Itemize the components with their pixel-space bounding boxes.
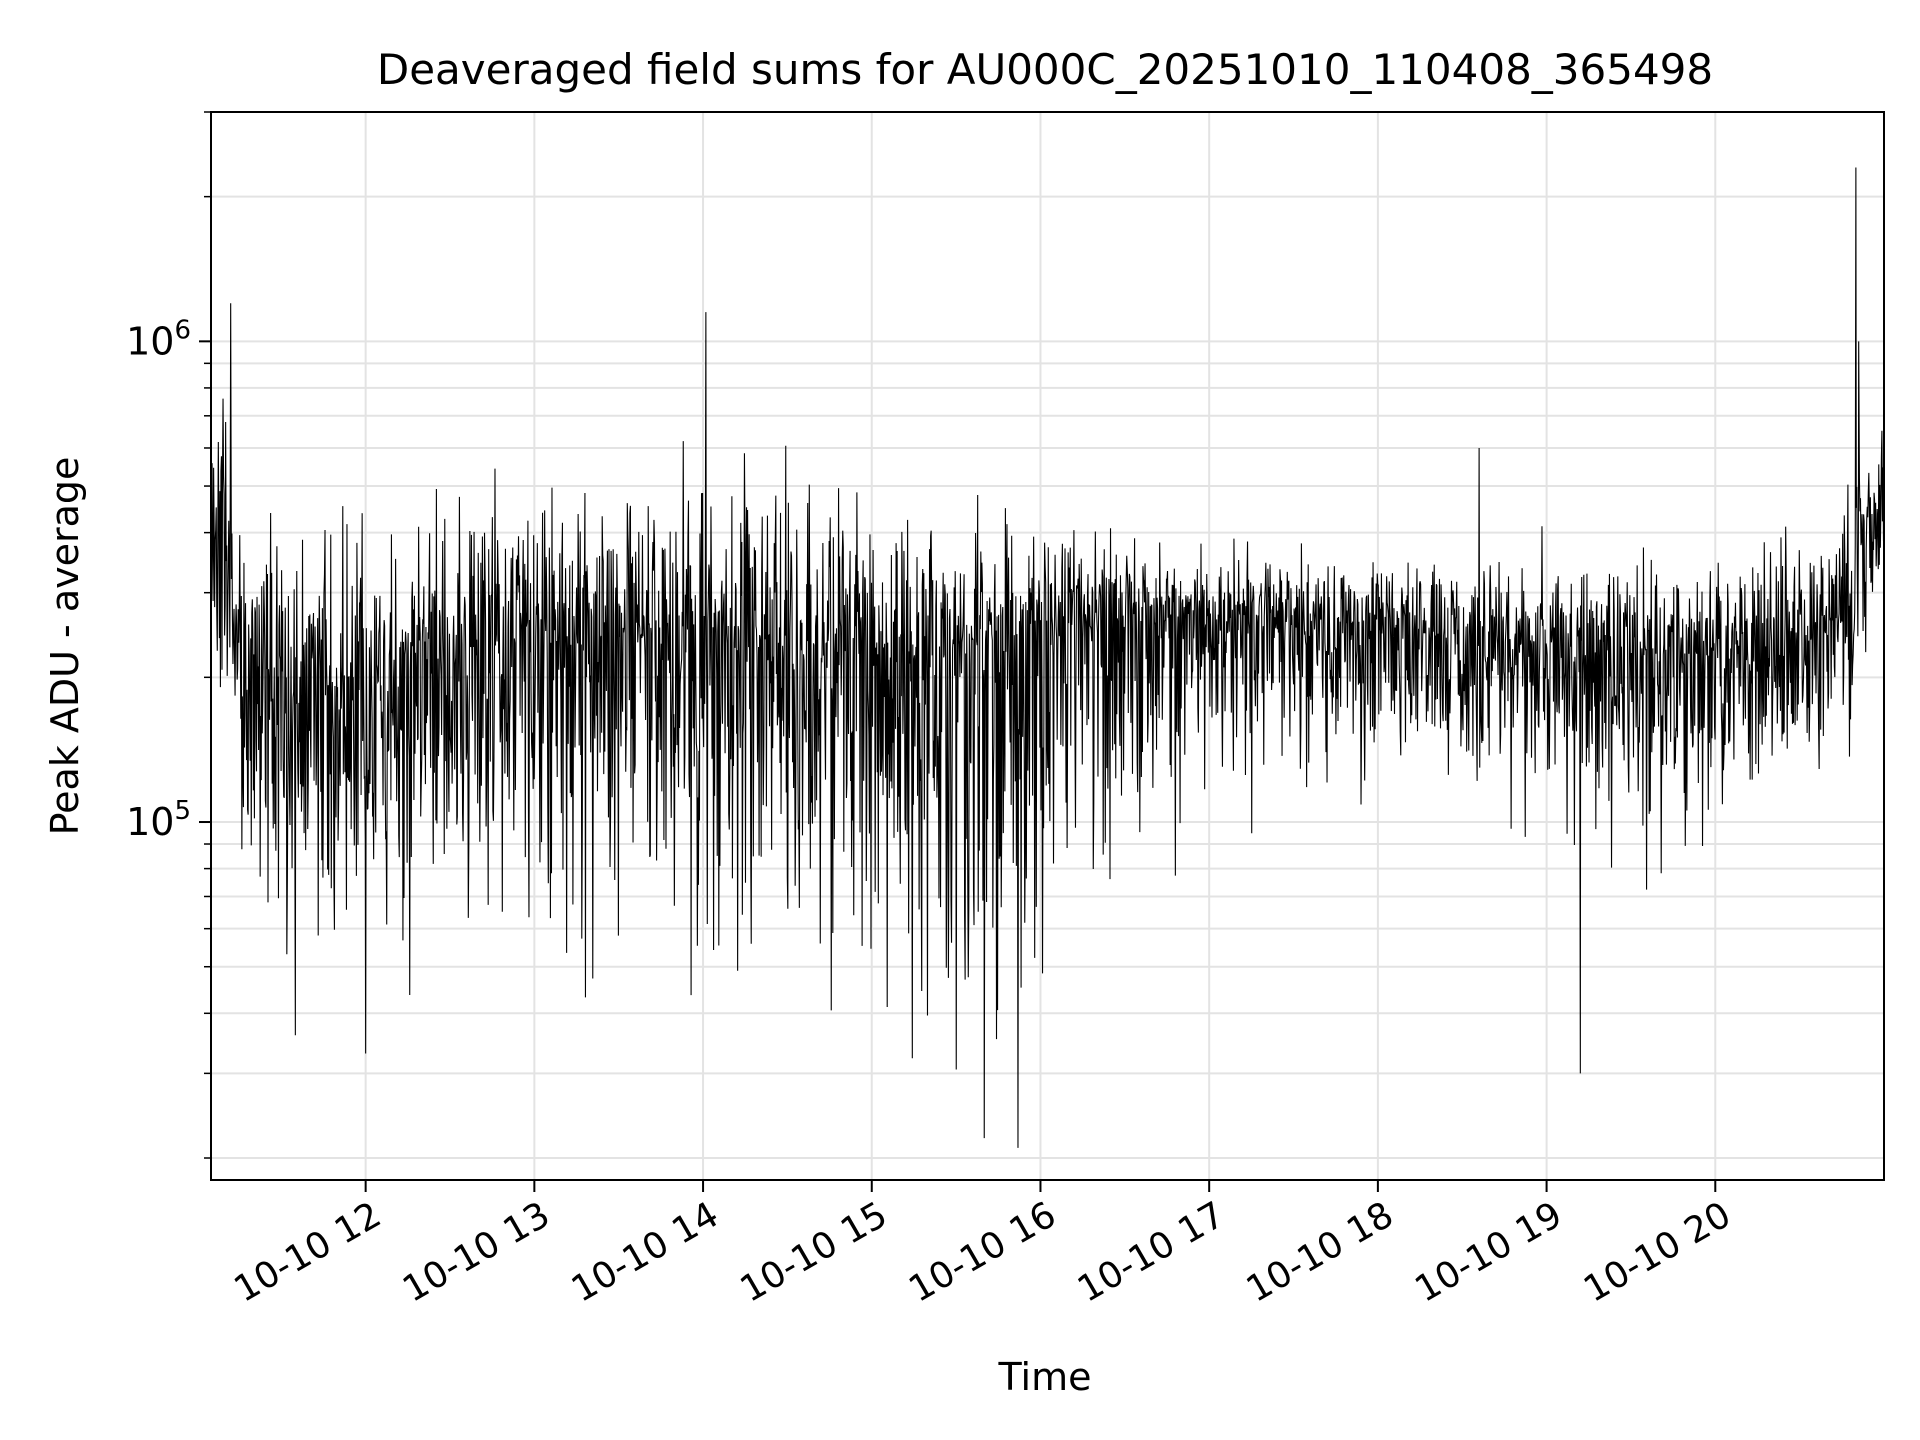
y-tick-label-exponent: 6 <box>174 315 191 345</box>
y-tick-label-exponent: 5 <box>174 796 191 826</box>
series-layer <box>210 167 1885 1148</box>
y-tick-label: 106 <box>126 315 191 363</box>
y-tick-label: 105 <box>126 796 191 844</box>
y-axis-label: Peak ADU - average <box>43 457 87 836</box>
y-tick-label-base: 10 <box>126 800 174 844</box>
plot-frame <box>210 111 1885 1181</box>
chart-title: Deaveraged field sums for AU000C_2025101… <box>377 45 1713 94</box>
x-axis-label: Time <box>998 1355 1092 1399</box>
y-tick-label-base: 10 <box>126 319 174 363</box>
series-line <box>210 167 1885 1148</box>
